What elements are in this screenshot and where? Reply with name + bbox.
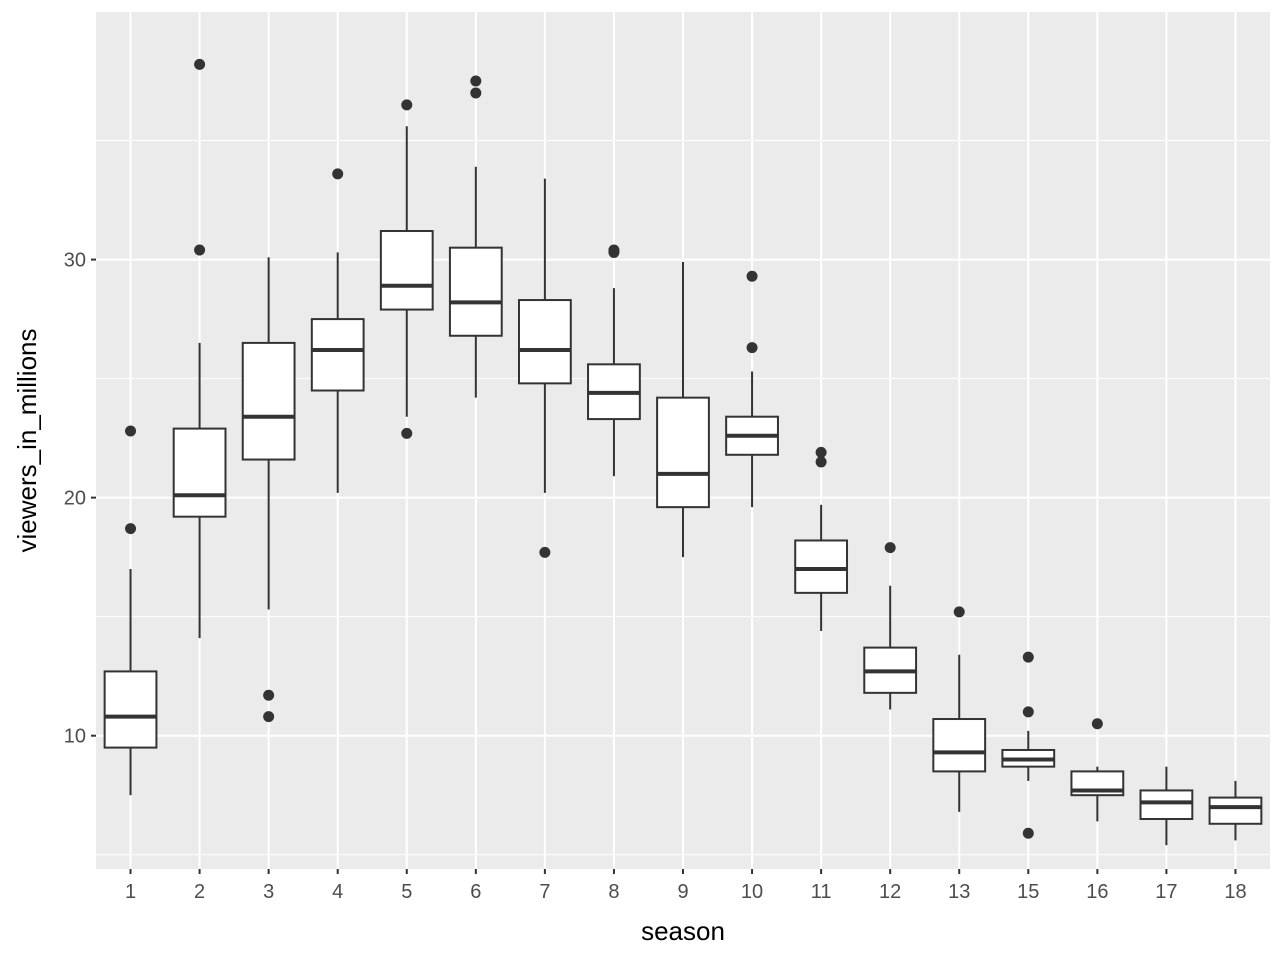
box-season-16 (1070, 718, 1125, 822)
y-axis-title: viewers_in_millions (12, 329, 42, 553)
outlier-point (746, 342, 758, 354)
x-tick-label: 18 (1224, 881, 1246, 903)
x-tick-label: 7 (539, 881, 550, 903)
iqr-box (1208, 796, 1263, 825)
outlier-point (953, 606, 965, 618)
x-axis: 1 2 3 4 5 6 7 8 9 10 11 12 13 15 16 17 18 (125, 869, 1247, 903)
x-tick-label: 12 (879, 881, 901, 903)
x-tick-label: 6 (470, 881, 481, 903)
iqr-box (310, 318, 365, 392)
box-season-15 (1001, 651, 1056, 839)
box-season-4 (310, 168, 365, 493)
x-tick-label: 15 (1017, 881, 1039, 903)
iqr-box (379, 230, 434, 311)
outlier-point (263, 711, 275, 723)
x-axis-title: season (641, 916, 725, 946)
outlier-point (746, 270, 758, 282)
outlier-point (125, 425, 137, 437)
y-axis: 10 20 30 (64, 250, 96, 748)
iqr-box (1139, 789, 1194, 821)
x-tick-label: 17 (1155, 881, 1177, 903)
x-tick-label: 9 (677, 881, 688, 903)
outlier-point (194, 244, 206, 256)
outlier-point (401, 99, 413, 111)
outlier-point (125, 523, 137, 535)
iqr-box (172, 427, 227, 518)
iqr-box (794, 539, 849, 594)
x-tick-label: 2 (194, 881, 205, 903)
box-season-6 (448, 75, 503, 398)
box-season-2 (172, 58, 227, 639)
box-season-12 (863, 542, 918, 710)
box-season-17 (1139, 766, 1194, 846)
outlier-point (194, 58, 206, 70)
iqr-box (932, 718, 987, 773)
iqr-box (448, 246, 503, 337)
outlier-point (401, 427, 413, 439)
iqr-box (517, 299, 572, 385)
outlier-point (1022, 827, 1034, 839)
box-season-1 (103, 425, 158, 796)
outlier-point (332, 168, 344, 180)
x-tick-label: 13 (948, 881, 970, 903)
box-season-7 (517, 178, 572, 558)
outlier-point (815, 456, 827, 468)
y-tick-label: 20 (64, 488, 86, 510)
box-season-8 (587, 244, 641, 477)
box-season-5 (379, 99, 434, 439)
x-tick-label: 16 (1086, 881, 1108, 903)
boxes-layer (103, 58, 1263, 846)
iqr-box (103, 670, 158, 749)
x-tick-label: 4 (332, 881, 343, 903)
x-tick-label: 8 (608, 881, 619, 903)
outlier-point (1022, 706, 1034, 718)
outlier-point (1091, 718, 1103, 730)
outlier-point (1022, 651, 1034, 663)
outlier-point (884, 542, 896, 554)
x-tick-label: 5 (401, 881, 412, 903)
x-tick-label: 10 (741, 881, 763, 903)
box-season-18 (1208, 780, 1263, 841)
outlier-point (539, 546, 551, 558)
x-tick-label: 1 (125, 881, 136, 903)
box-season-3 (241, 257, 296, 723)
y-tick-label: 10 (64, 726, 86, 748)
y-tick-label: 30 (64, 250, 86, 272)
box-season-9 (656, 261, 710, 558)
box-season-11 (794, 446, 849, 631)
outlier-point (608, 244, 620, 256)
x-tick-label: 11 (811, 881, 832, 903)
box-season-13 (932, 606, 987, 812)
outlier-point (263, 689, 275, 701)
iqr-box (656, 396, 710, 509)
outlier-point (470, 75, 482, 87)
outlier-point (470, 87, 482, 99)
box-season-10 (725, 270, 779, 508)
outlier-point (815, 446, 827, 458)
iqr-box (241, 341, 296, 461)
x-tick-label: 3 (263, 881, 274, 903)
